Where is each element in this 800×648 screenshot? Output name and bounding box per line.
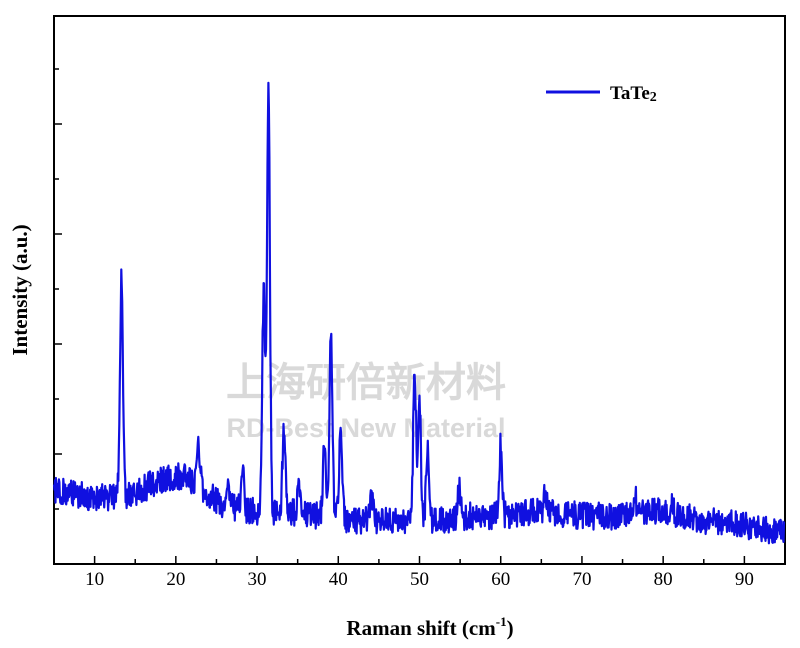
watermark-chinese: 上海研倍新材料 <box>226 360 506 406</box>
series-line-tate2 <box>52 81 786 545</box>
x-tick-label: 40 <box>329 569 348 590</box>
x-tick-label: 10 <box>85 569 104 590</box>
x-tick-label: 90 <box>735 569 754 590</box>
x-axis-ticks: 10 20 30 40 50 60 70 80 90 <box>53 556 786 590</box>
x-tick-label: 70 <box>572 569 591 590</box>
legend: TaTe2 <box>546 83 657 105</box>
y-axis-title: Intensity (a.u.) <box>8 224 32 355</box>
x-axis-title: Raman shift (cm-1) <box>346 614 513 640</box>
x-tick-label: 30 <box>248 569 267 590</box>
x-tick-label: 20 <box>166 569 185 590</box>
x-tick-label: 80 <box>654 569 673 590</box>
watermark-english: RD-Best New Material <box>226 413 505 443</box>
y-axis-ticks <box>54 68 62 565</box>
legend-label: TaTe2 <box>610 83 657 105</box>
x-tick-label: 60 <box>491 569 510 590</box>
x-tick-label: 50 <box>410 569 429 590</box>
